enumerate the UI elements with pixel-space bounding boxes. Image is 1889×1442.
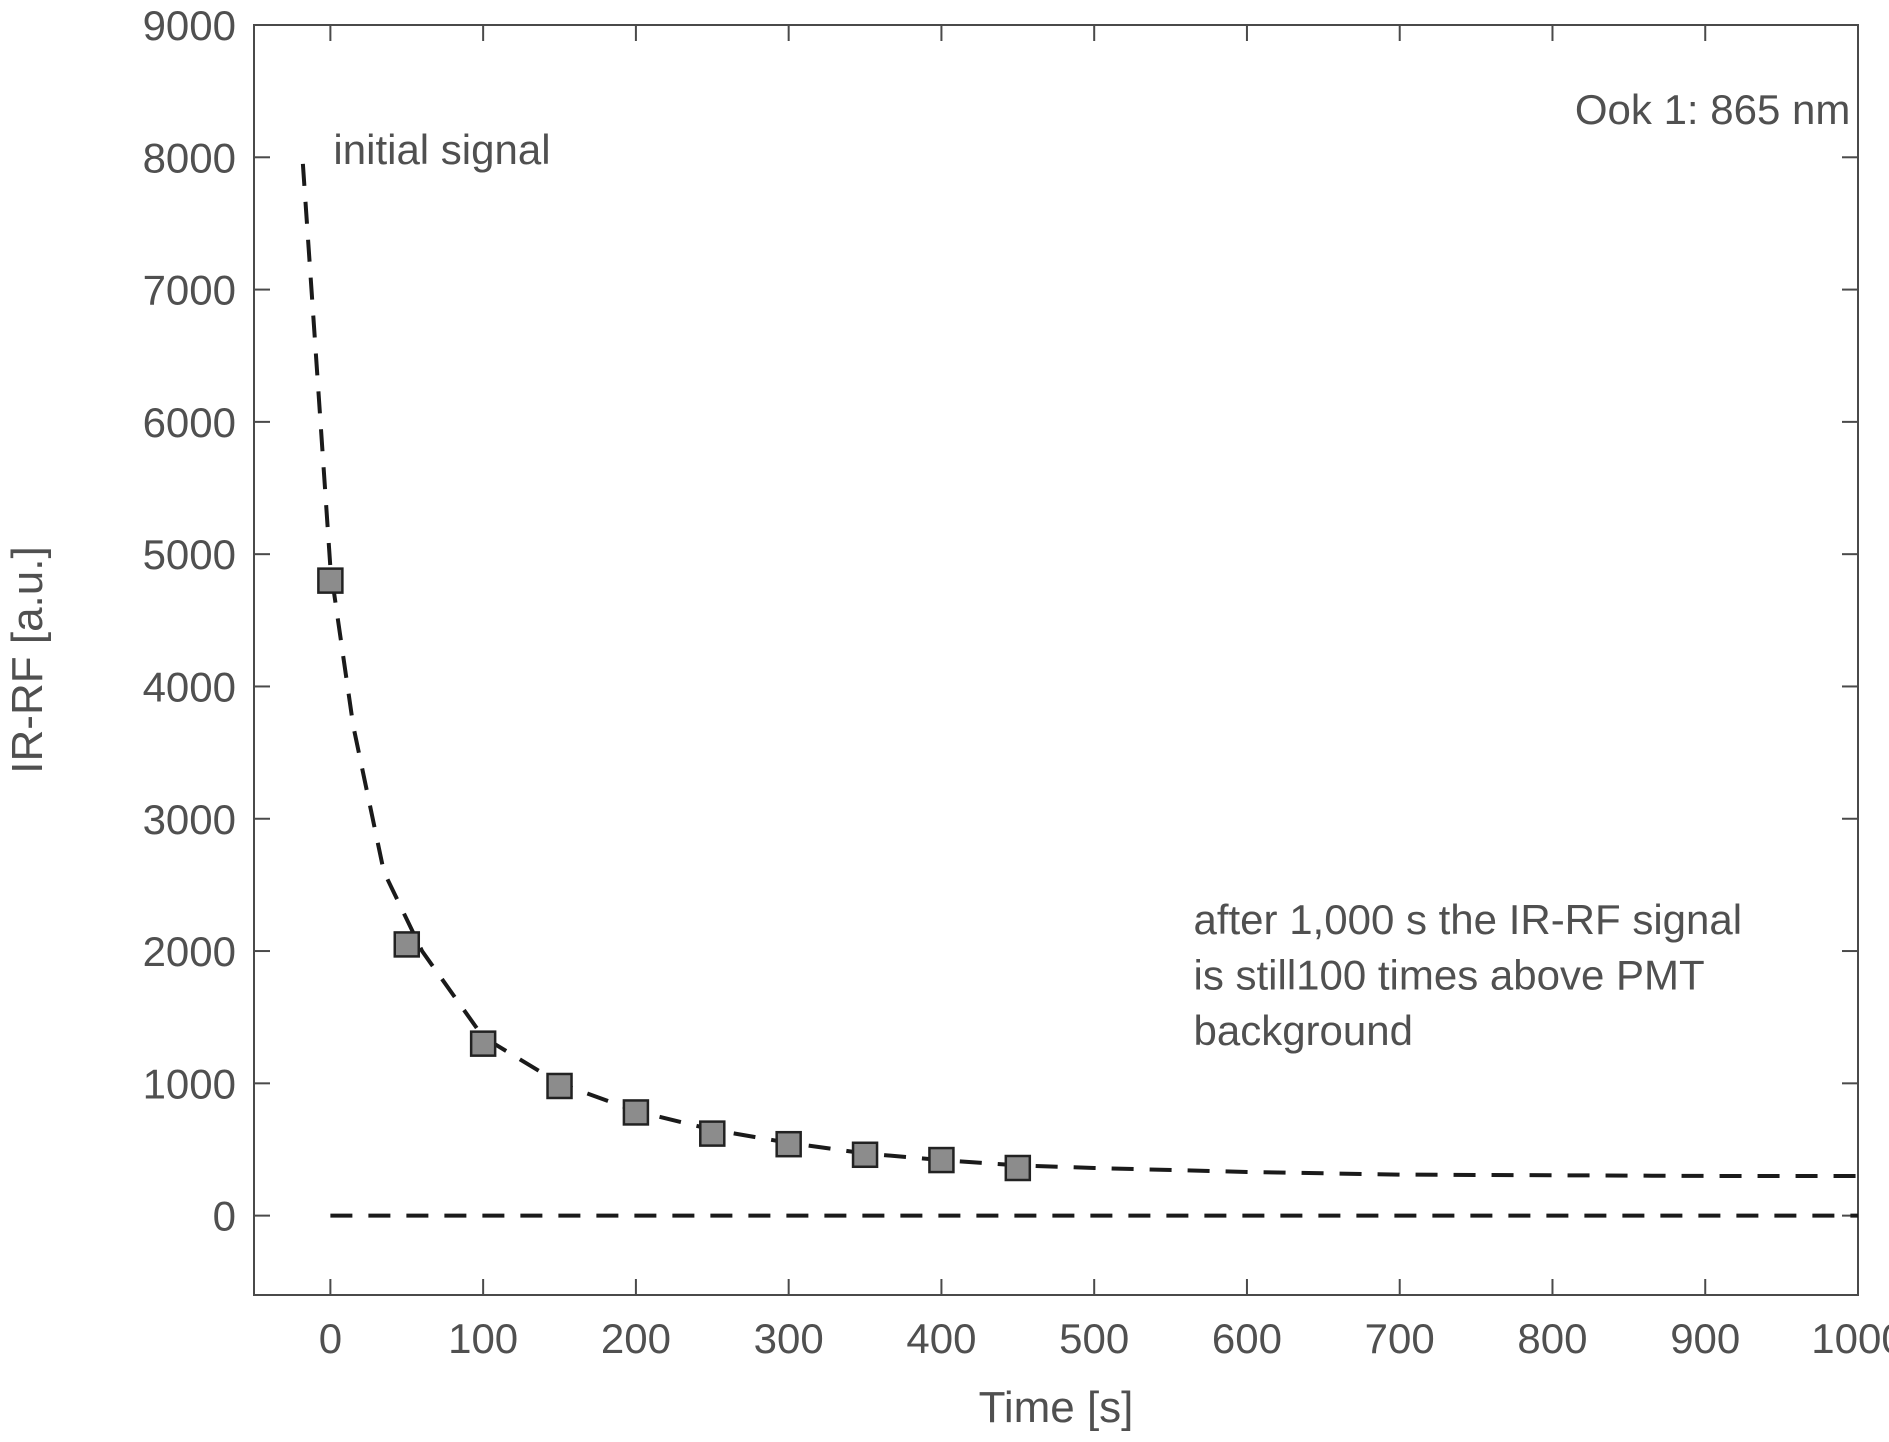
plot-frame	[253, 24, 1859, 1296]
y-tick-label: 5000	[143, 531, 236, 578]
x-tick-label: 800	[1517, 1315, 1587, 1362]
x-tick-label: 900	[1670, 1315, 1740, 1362]
data-point	[928, 1146, 955, 1174]
x-tick-label: 600	[1212, 1315, 1282, 1362]
data-point	[317, 567, 344, 594]
y-tick-label: 7000	[143, 267, 236, 314]
y-tick-label: 0	[213, 1193, 236, 1240]
x-tick-label: 200	[601, 1315, 671, 1362]
data-point	[393, 931, 421, 958]
x-tick-label: 0	[319, 1315, 342, 1362]
data-point	[546, 1072, 573, 1100]
y-axis-label: IR-RF [a.u.]	[3, 546, 52, 773]
y-tick-label: 3000	[143, 796, 236, 843]
data-point	[622, 1099, 650, 1126]
y-tick-label: 6000	[143, 399, 236, 446]
annotations: initial signal Ook 1: 865 nm after 1,000 s…	[333, 86, 1850, 1054]
annotation-note3: background	[1193, 1007, 1413, 1054]
x-tick-label: 300	[754, 1315, 824, 1362]
y-tick-label: 4000	[143, 663, 236, 710]
x-tick-label: 400	[906, 1315, 976, 1362]
data-point	[1004, 1154, 1032, 1182]
data-point	[851, 1141, 879, 1169]
x-tick-label: 500	[1059, 1315, 1129, 1362]
data-point	[699, 1120, 726, 1147]
data-point	[775, 1130, 802, 1158]
dashed-fit-line	[300, 163, 1858, 1178]
data-series	[300, 163, 1858, 1218]
y-tick-label: 2000	[143, 928, 236, 975]
x-tick-label: 100	[448, 1315, 518, 1362]
annotation-initial: initial signal	[333, 126, 550, 173]
x-axis-label: Time [s]	[979, 1383, 1134, 1432]
annotation-note1: after 1,000 s the IR-RF signal	[1193, 896, 1742, 943]
y-tick-label: 1000	[143, 1060, 236, 1107]
annotation-note2: is still100 times above PMT	[1193, 951, 1704, 998]
x-tick-label: 700	[1365, 1315, 1435, 1362]
y-tick-label: 9000	[143, 2, 236, 49]
x-tick-label: 1000	[1811, 1315, 1889, 1362]
axis-ticks: 0 100 200 300 400 500 600 700 800 900 1000 0 1000 200…	[143, 2, 1889, 1362]
y-tick-label: 8000	[143, 134, 236, 181]
data-point	[469, 1030, 497, 1057]
annotation-label: Ook 1: 865 nm	[1575, 86, 1850, 133]
